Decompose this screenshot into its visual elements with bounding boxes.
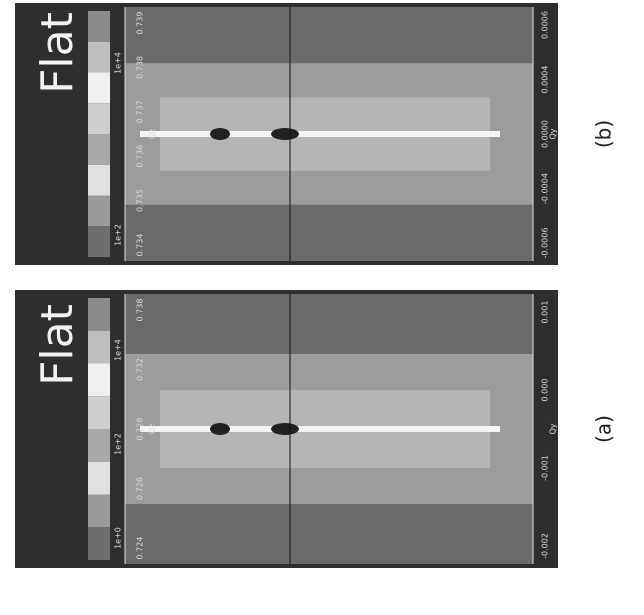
colorbar-tick-label: 1e+4 xyxy=(114,339,123,361)
qz-tick-label: 0.734 xyxy=(136,234,145,257)
peak xyxy=(271,423,299,435)
panel-caption: (b) xyxy=(592,120,616,148)
colorbar-band xyxy=(88,134,110,165)
peak xyxy=(271,128,299,140)
colorbar-tick-label: 1e+2 xyxy=(114,433,123,455)
qy-tick-label: 0.0006 xyxy=(541,11,550,39)
specular-streak xyxy=(140,426,500,432)
panel xyxy=(15,290,558,568)
colorbar-band xyxy=(88,461,110,495)
qz-tick-label: 0.728 xyxy=(136,418,145,441)
qz-tick-label: 0.736 xyxy=(136,145,145,168)
qz-tick-label: 0.738 xyxy=(136,56,145,79)
colorbar-band xyxy=(88,330,110,364)
qy-axis-label: Qy xyxy=(549,423,558,434)
qy-tick-label: -0.0004 xyxy=(541,173,550,204)
colorbar-tick-label: 1e+2 xyxy=(114,224,123,246)
qy-tick-label: -0.001 xyxy=(541,455,550,481)
qz-tick-label: 0.739 xyxy=(136,12,145,35)
colorbar-band xyxy=(88,396,110,429)
panel-caption: (a) xyxy=(592,415,616,443)
panel-title: Flat xyxy=(32,12,83,94)
qz-tick-label: 0.738 xyxy=(136,299,145,322)
colorbar-band xyxy=(88,298,110,331)
colorbar-band xyxy=(88,494,110,528)
qz-tick-label: 0.737 xyxy=(136,100,145,123)
qy-tick-label: -0.002 xyxy=(541,533,550,559)
qz-tick-label: 0.732 xyxy=(136,358,145,381)
peak xyxy=(210,128,230,140)
qy-tick-label: 0.0000 xyxy=(541,120,550,148)
colorbar-band xyxy=(88,527,110,560)
colorbar-band xyxy=(88,164,110,196)
qy-tick-label: 0.000 xyxy=(541,379,550,402)
qz-tick-label: 0.724 xyxy=(136,537,145,560)
specular-streak xyxy=(140,131,500,137)
colorbar-tick-label: 1e+4 xyxy=(114,52,123,74)
colorbar-band xyxy=(88,195,110,227)
colorbar-band xyxy=(88,72,110,104)
colorbar-band xyxy=(88,363,110,397)
qy-tick-label: 0.0004 xyxy=(541,66,550,94)
qz-axis-label: Qz xyxy=(148,424,157,435)
colorbar-band xyxy=(88,41,110,73)
qy-tick-label: 0.001 xyxy=(541,301,550,324)
qz-tick-label: 0.726 xyxy=(136,477,145,500)
colorbar-band xyxy=(88,429,110,462)
panel xyxy=(15,3,558,265)
peak xyxy=(210,423,230,435)
qz-tick-label: 0.735 xyxy=(136,189,145,212)
colorbar-band xyxy=(88,11,110,42)
panel-title: Flat xyxy=(32,304,83,386)
colorbar-band xyxy=(88,226,110,257)
colorbar-tick-label: 1e+0 xyxy=(114,527,123,549)
qy-axis-label: Qy xyxy=(549,128,558,139)
colorbar-band xyxy=(88,103,110,134)
qz-axis-label: Qz xyxy=(148,129,157,140)
qy-tick-label: -0.0006 xyxy=(541,228,550,259)
